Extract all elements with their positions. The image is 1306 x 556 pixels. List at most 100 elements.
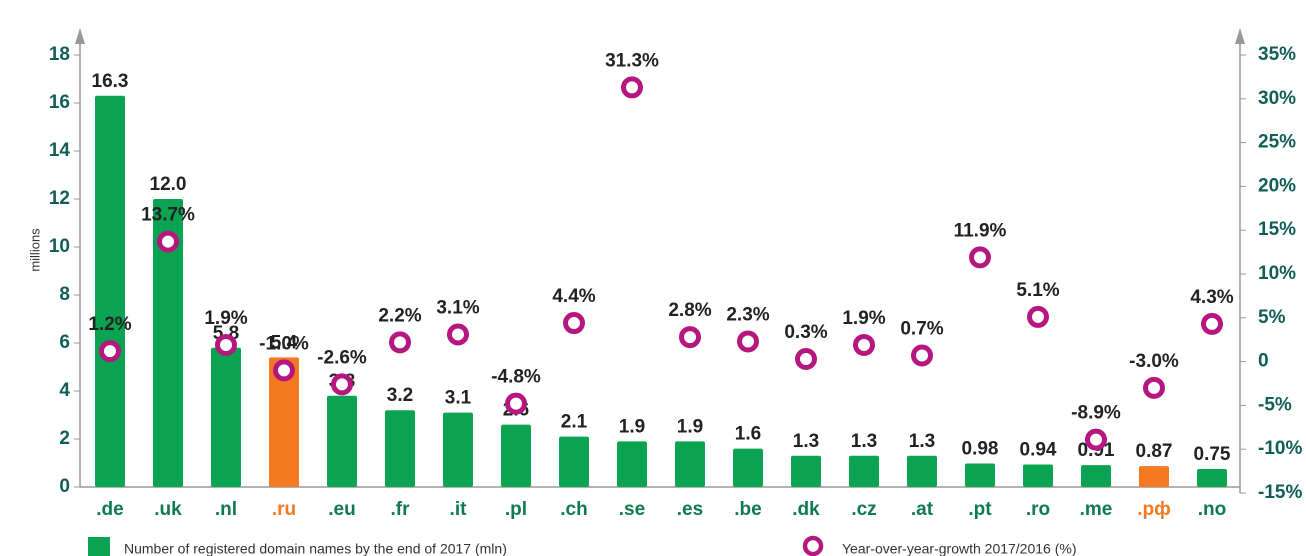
bar [211, 347, 241, 487]
y2-tick-label: 35% [1258, 44, 1296, 65]
y-axis-arrow [75, 28, 85, 44]
growth-marker [621, 76, 643, 99]
x-tick-label: .fr [391, 499, 411, 520]
x-tick-label: .nl [215, 499, 237, 520]
bar-value-label: 1.9 [619, 416, 645, 437]
bar [559, 436, 589, 487]
bar-value-label: 3.1 [445, 388, 472, 409]
x-tick-label: .it [450, 499, 468, 520]
y2-tick-label: -5% [1258, 394, 1292, 415]
bar [965, 463, 995, 487]
x-tick-label: .ru [272, 499, 296, 520]
growth-value-label: -1.0% [259, 333, 309, 354]
growth-marker [795, 347, 817, 370]
bar [443, 412, 473, 487]
growth-value-label: 2.3% [726, 304, 769, 325]
x-tick-label: .ch [560, 499, 587, 520]
legend-swatch [802, 535, 824, 556]
bar [501, 424, 531, 487]
y2-axis-arrow [1235, 28, 1245, 44]
x-tick-label: .cz [851, 499, 876, 520]
growth-value-label: 1.2% [88, 314, 131, 335]
bar [617, 441, 647, 487]
x-tick-label: .ro [1026, 499, 1050, 520]
bar [385, 410, 415, 487]
growth-value-label: 31.3% [605, 50, 659, 71]
bar-value-label: 1.3 [793, 431, 819, 452]
bar [733, 448, 763, 487]
x-tick-label: .eu [328, 499, 355, 520]
bar [327, 395, 357, 487]
y-tick-label: 12 [49, 188, 70, 209]
growth-value-label: 1.9% [204, 308, 247, 329]
growth-value-label: 3.1% [436, 297, 479, 318]
bar-value-label: 0.75 [1194, 444, 1231, 465]
y2-tick-label: -15% [1258, 482, 1302, 503]
growth-marker [969, 246, 991, 269]
growth-value-label: 11.9% [954, 220, 1007, 241]
y2-tick-label: 25% [1258, 132, 1296, 153]
growth-value-label: 13.7% [141, 205, 195, 226]
bar-value-label: 12.0 [150, 174, 187, 195]
x-tick-label: .es [677, 499, 703, 520]
growth-marker [1143, 376, 1165, 399]
x-tick-label: .se [619, 499, 645, 520]
bar [791, 455, 821, 487]
y-tick-label: 18 [49, 44, 70, 65]
growth-value-label: 5.1% [1016, 280, 1059, 301]
bar-value-label: 0.98 [962, 438, 999, 459]
bar [1197, 469, 1227, 487]
bar [907, 455, 937, 487]
growth-marker [331, 373, 353, 396]
growth-value-label: -3.0% [1129, 351, 1179, 372]
growth-marker [447, 323, 469, 346]
x-tick-label: .dk [792, 499, 820, 520]
growth-value-label: -2.6% [317, 347, 367, 368]
y2-tick-label: -10% [1258, 438, 1302, 459]
growth-value-label: 2.2% [378, 305, 421, 326]
bar [1139, 466, 1169, 487]
x-tick-label: .me [1080, 499, 1113, 520]
y2-tick-label: 5% [1258, 307, 1286, 328]
growth-value-label: -4.8% [491, 367, 541, 388]
y-axis-label: millions [27, 228, 42, 272]
growth-value-label: -8.9% [1071, 403, 1121, 424]
growth-value-label: 4.3% [1190, 287, 1233, 308]
bar-value-label: 5.4 [271, 332, 298, 353]
y2-tick-label: 15% [1258, 219, 1296, 240]
y-tick-label: 2 [59, 428, 70, 449]
growth-marker [853, 333, 875, 356]
bar-value-label: 1.6 [735, 424, 761, 445]
x-tick-label: .at [911, 499, 934, 520]
x-tick-label: .рф [1137, 499, 1171, 520]
bar-value-label: 1.9 [677, 416, 703, 437]
bar-value-label: 1.3 [909, 431, 935, 452]
bar [1023, 464, 1053, 487]
y2-tick-label: 20% [1258, 175, 1296, 196]
growth-marker [505, 392, 527, 415]
y-tick-label: 14 [49, 140, 71, 161]
growth-marker [737, 330, 759, 353]
bar-value-label: 0.94 [1020, 439, 1057, 460]
bar [95, 95, 125, 488]
growth-value-label: 0.3% [784, 322, 827, 343]
growth-value-label: 4.4% [552, 286, 595, 307]
y-tick-label: 6 [59, 332, 70, 353]
bar [269, 357, 299, 487]
x-tick-label: .pt [968, 499, 992, 520]
growth-marker [563, 312, 585, 335]
y2-tick-label: 10% [1258, 263, 1296, 284]
growth-marker [1027, 305, 1049, 328]
bar-value-label: 16.3 [92, 71, 129, 92]
bar-value-label: 1.3 [851, 431, 877, 452]
x-tick-label: .uk [154, 499, 182, 520]
y-tick-label: 16 [49, 92, 70, 113]
y-tick-label: 4 [59, 380, 70, 401]
growth-marker [679, 326, 701, 349]
growth-value-label: 2.8% [668, 300, 711, 321]
growth-marker [1201, 312, 1223, 335]
legend-swatch [88, 537, 110, 556]
bar [675, 441, 705, 487]
growth-value-label: 1.9% [842, 308, 885, 329]
